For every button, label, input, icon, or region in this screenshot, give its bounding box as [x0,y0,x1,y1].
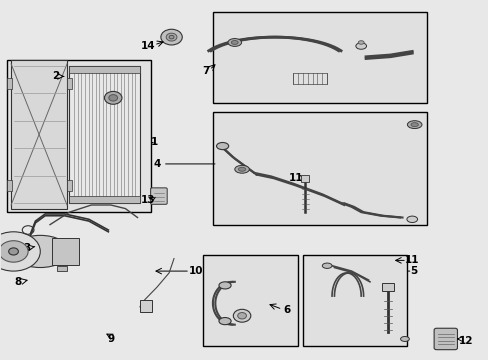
Text: 9: 9 [107,334,114,344]
Circle shape [169,35,174,39]
Text: 8: 8 [15,277,22,287]
Bar [7,78,12,89]
Circle shape [0,241,28,262]
Bar [69,196,140,203]
Text: 6: 6 [283,305,290,315]
Bar [212,112,426,225]
FancyBboxPatch shape [433,328,457,350]
Bar [7,180,12,191]
Bar [57,266,67,271]
Bar [67,180,72,191]
Circle shape [109,95,117,101]
Ellipse shape [227,39,241,46]
Text: 2: 2 [52,71,60,81]
FancyBboxPatch shape [150,188,167,204]
Bar [7,60,150,212]
Ellipse shape [219,282,231,289]
Ellipse shape [410,123,417,127]
Ellipse shape [219,318,231,325]
Ellipse shape [400,337,408,342]
Text: 1: 1 [151,138,158,148]
Circle shape [161,29,182,45]
Bar [381,283,393,291]
Circle shape [0,232,40,271]
Text: 5: 5 [409,266,416,276]
Circle shape [166,33,177,41]
Ellipse shape [358,41,364,44]
Ellipse shape [238,167,245,171]
Text: 4: 4 [153,159,161,169]
Ellipse shape [322,263,331,269]
Text: 11: 11 [288,173,303,183]
Ellipse shape [406,216,417,222]
Bar [212,12,426,103]
Bar [302,255,407,346]
Circle shape [233,309,250,322]
Bar [140,300,152,312]
Ellipse shape [231,41,238,44]
Ellipse shape [11,235,69,267]
Bar [292,73,326,84]
Text: 14: 14 [141,41,155,51]
Text: 11: 11 [404,255,419,265]
Text: 13: 13 [141,195,155,204]
Ellipse shape [234,165,249,173]
Bar [67,78,72,89]
Ellipse shape [407,121,421,129]
Ellipse shape [216,143,228,150]
Bar [203,255,297,346]
Bar [52,238,79,265]
Text: 3: 3 [23,243,30,253]
Text: 12: 12 [458,336,472,346]
Circle shape [237,312,246,319]
Circle shape [9,248,19,255]
Circle shape [104,91,122,104]
Bar [69,66,140,73]
Bar [301,175,308,182]
Text: 7: 7 [202,66,209,76]
Text: 10: 10 [188,266,203,276]
Ellipse shape [355,43,366,49]
Bar [69,66,140,203]
Bar [11,60,67,208]
